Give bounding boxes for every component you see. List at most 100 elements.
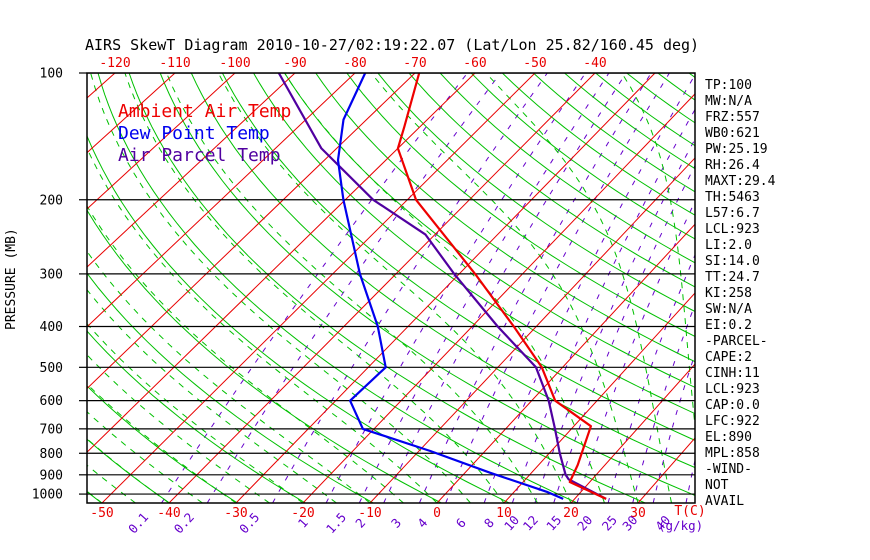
top-temp-label: -40: [583, 56, 606, 71]
bottom-temp-label: -10: [358, 506, 381, 521]
dry-adiabat: [533, 73, 695, 193]
mixing-ratio-label: 8: [481, 515, 497, 531]
temp-axis-unit-label: T(C): [674, 504, 705, 519]
pressure-tick-label: 500: [40, 361, 63, 376]
stat-line: LFC:922: [705, 414, 760, 429]
dry-adiabat: [87, 385, 238, 503]
dry-adiabat: [470, 73, 695, 240]
top-temp-label: -60: [463, 56, 486, 71]
stat-line: MAXT:29.4: [705, 174, 776, 189]
bottom-temp-label: -50: [90, 506, 113, 521]
stat-line: CINH:11: [705, 366, 760, 381]
bottom-temp-label: 10: [496, 506, 512, 521]
stat-line: -PARCEL-: [705, 334, 768, 349]
stat-line: LCL:923: [705, 222, 760, 237]
dry-adiabat: [377, 73, 695, 313]
isotherm: [87, 73, 476, 453]
moist-adiabat: [87, 322, 304, 503]
isotherm: [503, 292, 695, 503]
bottom-temp-label: -30: [224, 506, 247, 521]
stat-line: PW:25.19: [705, 142, 768, 157]
top-temp-label: -90: [283, 56, 306, 71]
profile-air-parcel-temp: [277, 73, 607, 500]
mixing-ratio-line: [418, 73, 652, 503]
top-temp-label: -80: [343, 56, 366, 71]
bottom-temp-label: 30: [630, 506, 646, 521]
stat-line: TT:24.7: [705, 270, 760, 285]
mixing-ratio-line: [652, 352, 695, 503]
bottom-temp-label: -20: [291, 506, 314, 521]
pressure-tick-label: 800: [40, 447, 63, 462]
pressure-tick-label: 300: [40, 267, 63, 282]
mixing-ratio-line: [511, 108, 695, 503]
isotherm: [87, 73, 356, 328]
moist-adiabat: [87, 147, 438, 503]
pressure-axis-label: PRESSURE (MB): [4, 228, 19, 330]
mixing-ratio-line: [534, 138, 695, 503]
bottom-temp-label: 20: [563, 506, 579, 521]
stat-line: EI:0.2: [705, 318, 752, 333]
mixing-ratio-label: 4: [414, 515, 430, 531]
isotherm: [87, 73, 296, 268]
dry-adiabat: [346, 73, 695, 337]
stat-line: SI:14.0: [705, 254, 760, 269]
dry-adiabat: [439, 73, 695, 264]
dry-adiabat: [87, 209, 442, 503]
plot-area: [87, 73, 695, 503]
dry-adiabat: [190, 73, 695, 469]
pressure-tick-label: 1000: [32, 488, 63, 503]
isotherm: [436, 223, 695, 503]
bottom-temp-label: 0: [433, 506, 441, 521]
legend-ambient-air-temp: Ambient Air Temp: [118, 101, 292, 122]
dry-adiabat: [87, 330, 306, 503]
profile-ambient-air-temp: [396, 73, 607, 500]
pressure-tick-label: 200: [40, 193, 63, 208]
stat-line: L57:6.7: [705, 206, 760, 221]
isotherm: [235, 73, 656, 503]
legend-dew-point-temp: Dew Point Temp: [118, 123, 270, 144]
dry-adiabat: [87, 272, 374, 503]
legend: Ambient Air Temp Dew Point Temp Air Parc…: [118, 101, 291, 167]
moist-adiabat: [166, 73, 538, 503]
profile-dew-point-temp: [336, 73, 564, 500]
stat-line: AVAIL: [705, 494, 745, 509]
stat-line: NOT: [705, 478, 729, 493]
pressure-tick-label: 100: [40, 67, 63, 82]
stat-line: MPL:858: [705, 446, 760, 461]
mixing-ratio-label: 0.1: [125, 510, 151, 537]
stats-panel: TP:100 MW:N/A FRZ:557 WB0:621 PW:25.19 RH:26.…: [705, 78, 775, 510]
stat-line: FRZ:557: [705, 110, 760, 125]
top-temp-label: -110: [159, 56, 190, 71]
mixing-ratio-line: [272, 73, 548, 503]
stat-line: WB0:621: [705, 126, 760, 141]
top-temp-label: -70: [403, 56, 426, 71]
dry-adiabat: [408, 73, 695, 288]
mixing-ratio-line: [576, 200, 695, 503]
stat-line: RH:26.4: [705, 158, 760, 173]
mixing-ratio-label: 3: [388, 515, 404, 531]
dry-adiabat: [128, 73, 646, 503]
mixing-ratio-label: 30: [619, 512, 640, 533]
dry-adiabat: [87, 134, 510, 503]
mixing-ratio-line: [325, 73, 586, 503]
mixing-ratio-label: 25: [599, 512, 620, 533]
isotherm: [101, 73, 536, 503]
mixing-ratio-label: 1.5: [323, 510, 349, 537]
mixing-ratio-label: 6: [453, 515, 469, 531]
moist-adiabat: [370, 73, 639, 503]
moist-adiabat: [87, 354, 270, 503]
isotherm: [87, 73, 176, 154]
dry-adiabat: [221, 73, 695, 441]
pressure-tick-label: 400: [40, 320, 63, 335]
moist-adiabat: [87, 289, 337, 503]
moist-adiabat: [90, 73, 471, 503]
stat-line: CAPE:2: [705, 350, 752, 365]
mixing-ratio-line: [483, 73, 695, 503]
isotherm: [570, 363, 695, 503]
top-temp-label: -120: [99, 56, 130, 71]
mixing-ratio-label: 15: [543, 512, 564, 533]
stat-line: TP:100: [705, 78, 752, 93]
dry-adiabat: [284, 73, 695, 388]
stat-line: TH:5463: [705, 190, 760, 205]
